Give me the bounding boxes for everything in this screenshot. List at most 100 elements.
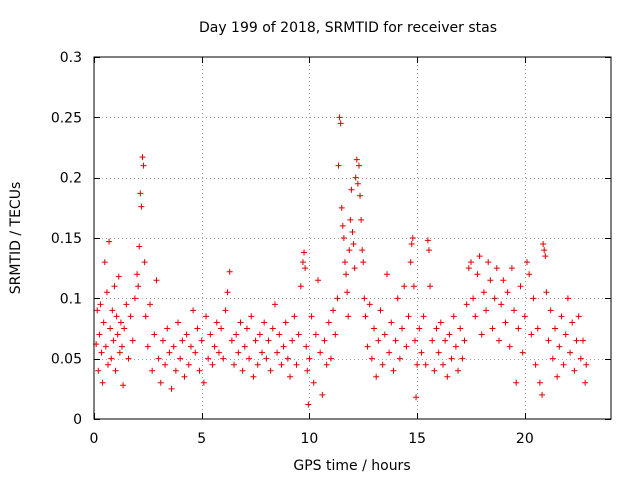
- data-point: [491, 295, 498, 302]
- data-point: [211, 343, 218, 350]
- data-point: [138, 203, 145, 210]
- data-point: [470, 295, 477, 302]
- data-point: [157, 379, 164, 386]
- data-point: [362, 313, 369, 320]
- data-point: [515, 325, 522, 332]
- data-point: [410, 283, 417, 290]
- data-point: [377, 307, 384, 314]
- data-point: [246, 355, 253, 362]
- data-point: [513, 379, 520, 386]
- data-point: [408, 241, 415, 248]
- data-point: [103, 289, 110, 296]
- data-point: [301, 249, 308, 256]
- data-point: [96, 331, 103, 338]
- data-point: [267, 367, 274, 374]
- data-point: [506, 343, 513, 350]
- data-point: [140, 162, 147, 169]
- data-point: [500, 277, 507, 284]
- data-point: [338, 204, 345, 211]
- data-point: [418, 349, 425, 356]
- data-point: [386, 349, 393, 356]
- data-point: [359, 247, 366, 254]
- data-point: [215, 349, 222, 356]
- data-point: [323, 361, 330, 368]
- data-point: [209, 361, 216, 368]
- data-point: [536, 379, 543, 386]
- data-point: [101, 259, 108, 266]
- data-point: [121, 325, 128, 332]
- data-point: [521, 313, 528, 320]
- data-point: [545, 337, 552, 344]
- data-point: [220, 355, 227, 362]
- data-point: [243, 325, 250, 332]
- data-point: [379, 361, 386, 368]
- data-point: [284, 355, 291, 362]
- data-point: [190, 307, 197, 314]
- data-point: [573, 337, 580, 344]
- data-point: [403, 343, 410, 350]
- data-point: [345, 313, 352, 320]
- y-tick-label: 0: [73, 412, 82, 428]
- data-point: [170, 343, 177, 350]
- data-point: [141, 259, 148, 266]
- data-point: [95, 367, 102, 374]
- data-point: [394, 295, 401, 302]
- data-point: [396, 355, 403, 362]
- data-point: [114, 331, 121, 338]
- data-point: [448, 355, 455, 362]
- data-point: [319, 391, 326, 398]
- data-point: [330, 307, 337, 314]
- data-point: [388, 319, 395, 326]
- data-point: [147, 301, 154, 308]
- y-tick-label: 0.15: [51, 231, 82, 247]
- data-point: [213, 319, 220, 326]
- data-point: [181, 373, 188, 380]
- data-point: [228, 337, 235, 344]
- data-point: [348, 186, 355, 193]
- data-point: [305, 401, 312, 408]
- data-point: [427, 283, 434, 290]
- data-point: [560, 361, 567, 368]
- data-point: [401, 283, 408, 290]
- data-point: [413, 394, 420, 401]
- data-point: [172, 367, 179, 374]
- data-point: [530, 295, 537, 302]
- data-point: [218, 325, 225, 332]
- data-point: [343, 271, 350, 278]
- data-point: [175, 319, 182, 326]
- data-point: [136, 243, 143, 250]
- data-point: [196, 367, 203, 374]
- data-point: [129, 337, 136, 344]
- data-point: [461, 337, 468, 344]
- data-point: [528, 331, 535, 338]
- data-point: [352, 174, 359, 181]
- data-point: [489, 325, 496, 332]
- data-point: [327, 355, 334, 362]
- data-point: [119, 343, 126, 350]
- data-point: [353, 156, 360, 163]
- axis-ticks: [94, 57, 611, 420]
- data-point: [131, 295, 138, 302]
- data-point: [431, 367, 438, 374]
- data-point: [354, 180, 361, 187]
- data-point: [259, 349, 266, 356]
- data-point: [409, 235, 416, 241]
- data-point: [317, 349, 324, 356]
- data-point: [185, 361, 192, 368]
- data-point: [112, 367, 119, 374]
- data-point: [125, 355, 132, 362]
- data-point: [306, 355, 313, 362]
- data-point: [446, 331, 453, 338]
- data-point: [383, 271, 390, 278]
- data-point: [539, 391, 546, 398]
- data-point: [265, 337, 272, 344]
- data-point: [142, 313, 149, 320]
- data-point: [155, 355, 162, 362]
- data-point: [100, 319, 107, 326]
- data-point: [414, 361, 421, 368]
- data-point: [373, 373, 380, 380]
- data-point: [308, 313, 315, 320]
- data-point: [116, 349, 123, 356]
- data-point: [582, 379, 589, 386]
- data-point: [476, 253, 483, 260]
